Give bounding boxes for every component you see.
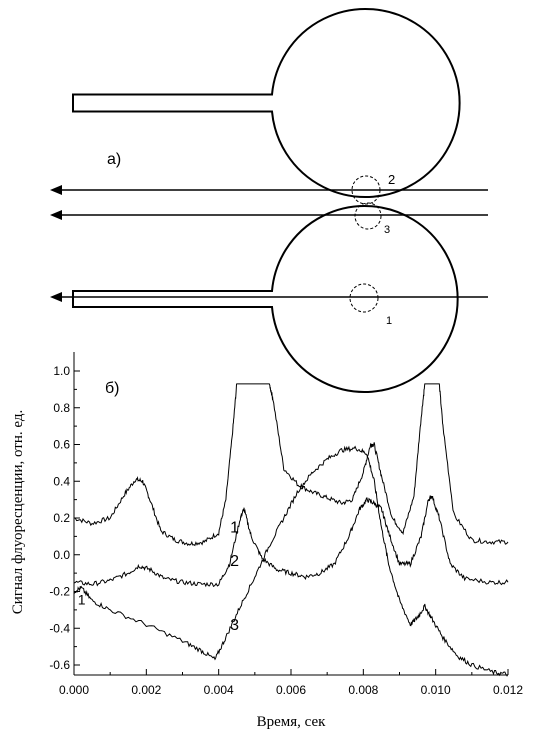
y-tick-label: 0.6 — [53, 438, 70, 452]
curve-label: 1 — [230, 520, 239, 537]
y-tick-label: -0.6 — [49, 658, 70, 672]
x-tick-label: 0.004 — [204, 683, 234, 697]
x-ticks: 0.000 0.002 0.004 0.006 0.008 0.010 0.012 — [59, 669, 523, 697]
scan-line-middle — [50, 210, 488, 220]
spot-label-3: 3 — [384, 224, 390, 236]
y-tick-label: 0.8 — [53, 401, 70, 415]
curve-label: 3 — [230, 617, 239, 634]
series-line-1 — [73, 383, 509, 547]
spot-label-1: 1 — [386, 315, 392, 327]
y-tick-label: -0.2 — [49, 585, 70, 599]
x-tick-label: 0.012 — [493, 683, 523, 697]
series-layer — [73, 383, 509, 677]
x-tick-label: 0.006 — [276, 683, 306, 697]
curve-label: 2 — [230, 553, 239, 570]
series-line-2 — [73, 495, 509, 588]
y-tick-label: 1.0 — [53, 364, 70, 378]
scan-line-top — [50, 185, 488, 195]
x-tick-label: 0.008 — [348, 683, 378, 697]
curve-label: 1 — [78, 591, 86, 607]
y-tick-label: -0.4 — [49, 621, 70, 635]
y-axis-title: Сигнал флуоресценции, отн. ед. — [10, 410, 26, 614]
scan-line-bottom — [50, 292, 488, 302]
y-tick-label: 0.4 — [53, 474, 70, 488]
chart-panel: 0.000 0.002 0.004 0.006 0.008 0.010 0.012 1.00… — [10, 352, 523, 730]
detection-spot-2 — [351, 175, 381, 205]
lower-channel-shape — [72, 205, 459, 393]
panel-b-label: б) — [105, 380, 120, 397]
plot-frame — [73, 352, 508, 676]
x-axis-title: Время, сек — [257, 714, 327, 730]
spot-label-2: 2 — [388, 172, 395, 187]
x-tick-label: 0.002 — [131, 683, 161, 697]
x-tick-label: 0.000 — [59, 683, 89, 697]
detection-spot-3 — [354, 202, 382, 230]
detection-spot-1 — [349, 283, 379, 313]
x-tick-label: 0.010 — [421, 683, 451, 697]
upper-channel-shape — [72, 8, 461, 198]
diagram-panel: а) 2 3 1 — [50, 8, 488, 393]
curve-labels: 1 2 3 1 — [78, 520, 239, 634]
panel-a-label: а) — [107, 151, 121, 168]
y-ticks: 1.0 0.8 0.6 0.4 0.2 0.0 -0.2 -0.4 -0.6 — [49, 364, 80, 672]
y-tick-label: 0.0 — [53, 548, 70, 562]
series-line-3 — [73, 445, 509, 677]
y-tick-label: 0.2 — [53, 511, 70, 525]
